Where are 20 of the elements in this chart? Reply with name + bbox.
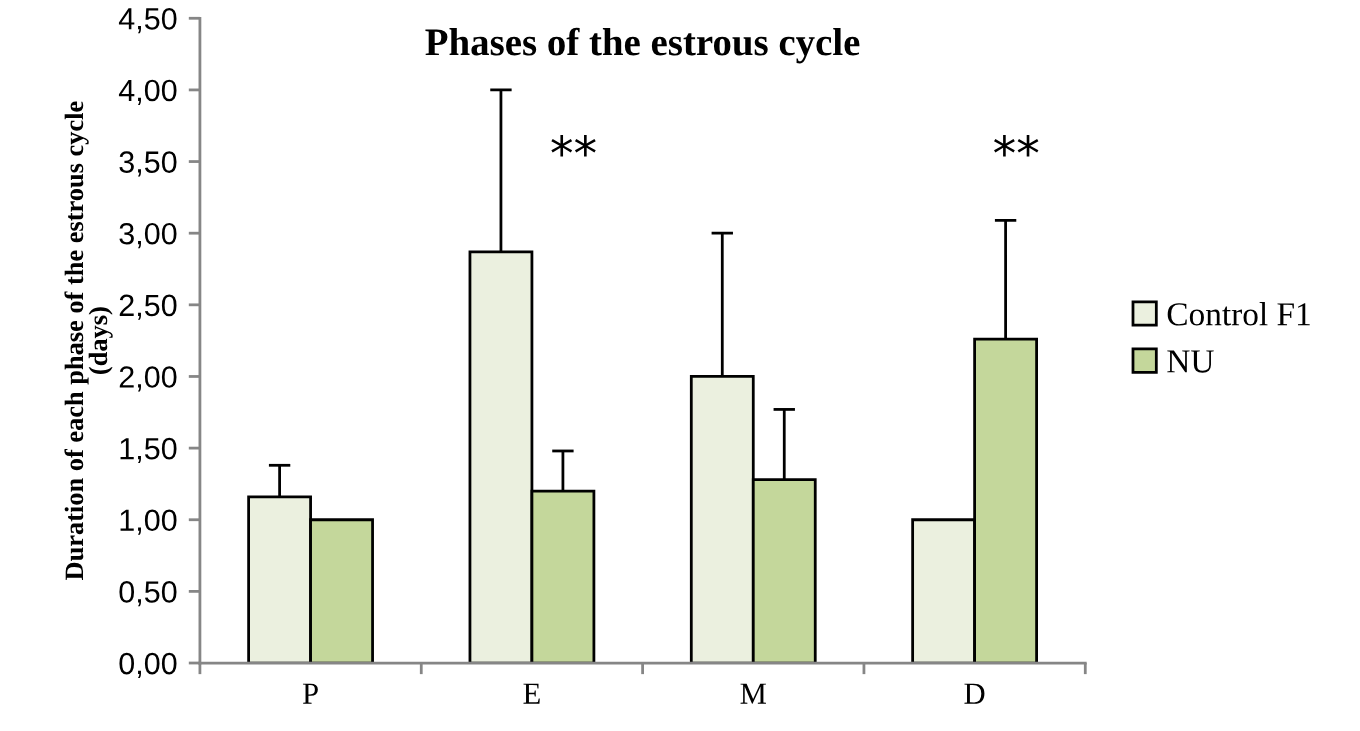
y-tick-label: 1,50: [120, 437, 177, 464]
y-tick-label: 2,50: [119, 294, 177, 320]
y-tick-label: 4,50: [118, 8, 177, 34]
x-tick-label: E: [523, 683, 540, 704]
y-tick-label: 3,00: [119, 222, 177, 249]
y-tick-label: 1,00: [120, 509, 177, 535]
y-tick-label: 2,00: [119, 366, 177, 392]
y-axis-title: Duration of each phase of the estrous cycle (days): [64, 101, 113, 580]
annotation: **: [551, 134, 596, 157]
chart-title: Phases of the estrous cycle: [425, 27, 860, 64]
x-tick-label: D: [964, 683, 985, 704]
y-tick-label: 0,50: [119, 581, 177, 607]
y-tick-label: 4,00: [118, 79, 177, 105]
x-tick-label: M: [740, 683, 766, 704]
y-tick-label: 3,50: [119, 151, 177, 177]
x-tick-label: P: [302, 683, 318, 704]
y-tick-label: 0,00: [119, 652, 177, 678]
legend-label: Control F1: [1167, 302, 1310, 326]
legend-label: NU: [1167, 350, 1214, 373]
annotation: **: [994, 134, 1039, 157]
